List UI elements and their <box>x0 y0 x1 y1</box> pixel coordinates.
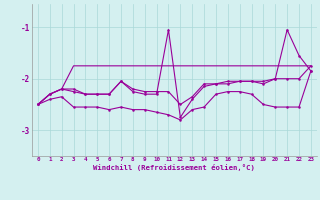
X-axis label: Windchill (Refroidissement éolien,°C): Windchill (Refroidissement éolien,°C) <box>93 164 255 171</box>
